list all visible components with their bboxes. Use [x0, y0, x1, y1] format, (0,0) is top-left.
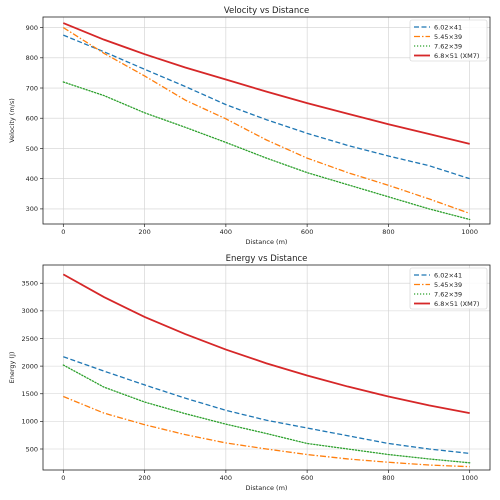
legend-label: 5.45×39 — [434, 281, 462, 289]
legend-label: 7.62×39 — [434, 290, 462, 298]
x-axis-label: Distance (m) — [246, 238, 288, 246]
y-axis-label: Energy (J) — [8, 352, 16, 384]
y-tick-label: 700 — [26, 84, 38, 92]
legend-box — [409, 19, 488, 62]
legend-label: 7.62×39 — [434, 42, 462, 50]
y-tick-label: 400 — [26, 175, 38, 183]
series-line-1 — [63, 395, 470, 468]
legend-box — [409, 267, 488, 310]
x-tick-label: 1000 — [461, 474, 478, 482]
x-tick-label: 400 — [220, 474, 232, 482]
x-tick-label: 0 — [61, 474, 65, 482]
x-tick-label: 800 — [382, 474, 394, 482]
chart-panel-0: 0 200 400 600 800 1000 300 400 500 600 700 800 900 Ve… — [8, 6, 491, 246]
y-tick-label: 300 — [26, 205, 38, 213]
y-tick-label: 800 — [26, 54, 38, 62]
chart-title: Velocity vs Distance — [224, 6, 309, 16]
y-tick-label: 3000 — [21, 307, 38, 315]
y-tick-label: 2500 — [21, 335, 38, 343]
plot-frame — [42, 264, 491, 471]
x-tick-label: 800 — [382, 228, 394, 236]
x-tick-label: 600 — [301, 228, 313, 236]
x-tick-label: 200 — [138, 474, 150, 482]
series-line-2 — [62, 364, 471, 464]
y-tick-label: 600 — [26, 115, 38, 123]
series-line-2 — [62, 81, 471, 221]
y-tick-label: 500 — [26, 445, 38, 453]
x-tick-label: 1000 — [461, 228, 478, 236]
y-tick-label: 500 — [26, 145, 38, 153]
chart-title: Energy vs Distance — [226, 254, 308, 264]
x-tick-label: 400 — [220, 228, 232, 236]
y-tick-label: 1500 — [21, 390, 38, 398]
legend: 6.02×41 5.45×397.62×39 6.8×51 (XM7) — [409, 267, 488, 310]
legend-label: 6.8×51 (XM7) — [434, 300, 479, 308]
plot-frame — [42, 16, 491, 225]
legend-label: 6.02×41 — [434, 271, 462, 279]
legend-label: 6.02×41 — [434, 23, 462, 31]
chart-panel-1: 0 200 400 600 800 1000 500 1000 1500 2000 2500 3000… — [8, 254, 491, 492]
series-line-1 — [62, 27, 470, 215]
legend: 6.02×41 5.45×397.62×39 6.8×51 (XM7) — [409, 19, 488, 62]
x-tick-label: 0 — [61, 228, 65, 236]
x-tick-label: 600 — [301, 474, 313, 482]
x-axis-label: Distance (m) — [246, 484, 288, 492]
series-line-3 — [62, 273, 470, 414]
y-tick-label: 900 — [26, 24, 38, 32]
y-axis-label: Velocity (m/s) — [8, 98, 16, 143]
series-line-0 — [63, 356, 470, 455]
legend-label: 6.8×51 (XM7) — [434, 52, 479, 60]
series-line-0 — [63, 34, 470, 180]
y-tick-label: 3500 — [21, 280, 38, 288]
y-tick-label: 2000 — [21, 362, 38, 370]
y-tick-label: 1000 — [21, 418, 38, 426]
legend-label: 5.45×39 — [434, 33, 462, 41]
series-line-3 — [62, 22, 470, 145]
x-tick-label: 200 — [138, 228, 150, 236]
